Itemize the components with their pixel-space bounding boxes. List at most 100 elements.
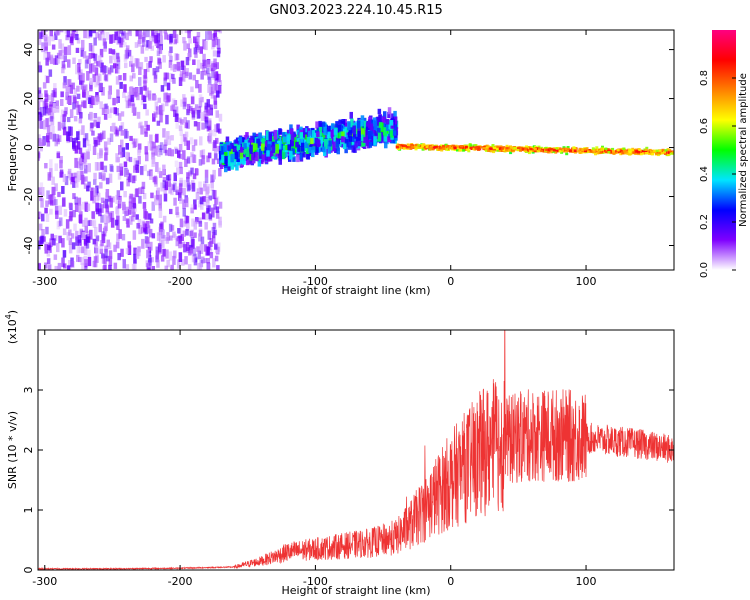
spectrogram-cell xyxy=(223,143,227,153)
spectrogram-cell xyxy=(152,141,156,149)
spectrogram-cell xyxy=(154,35,158,44)
spectrogram-cell xyxy=(200,197,204,205)
spectrogram-cell xyxy=(97,203,102,213)
spectrogram-cell xyxy=(72,181,76,188)
spectrogram-cell xyxy=(154,177,158,187)
spectrogram-cell xyxy=(139,62,144,70)
spectrogram-cell xyxy=(203,70,208,76)
spectrogram-cell xyxy=(46,76,50,84)
spectrogram-cell xyxy=(393,124,397,135)
spectrogram-cell xyxy=(149,241,153,251)
spectrogram-cell xyxy=(208,248,213,255)
spectrogram-cell xyxy=(440,144,444,147)
spectrogram-cell xyxy=(77,197,82,206)
spectrogram-cell xyxy=(241,137,246,143)
spectrogram-cell xyxy=(63,209,68,217)
colorbar-label: Normalized spectral amplitude xyxy=(738,73,749,227)
spectrogram-cell xyxy=(499,145,503,148)
spectrogram-cell xyxy=(44,244,48,254)
spectrogram-cell xyxy=(136,223,140,229)
spectrogram-cell xyxy=(217,73,221,83)
spectrogram-cell xyxy=(666,153,670,156)
snr-line xyxy=(38,330,674,570)
spectrogram-cell xyxy=(78,147,83,154)
spectrogram-cell xyxy=(196,246,200,252)
spectrogram-cell xyxy=(321,142,326,150)
spectrogram-cell xyxy=(103,75,108,81)
spectrogram-cell xyxy=(455,146,459,150)
spectrogram-cell xyxy=(245,135,250,141)
spectrogram-cell xyxy=(214,197,218,205)
spectrogram-cell xyxy=(558,147,562,150)
spectrogram-y-label: Frequency (Hz) xyxy=(6,109,19,192)
spectrogram-cell xyxy=(149,134,153,144)
spectrogram-cell xyxy=(131,263,136,270)
spectrogram-cell xyxy=(178,161,183,169)
spectrogram-cell xyxy=(83,30,87,39)
spectrogram-cell xyxy=(210,91,215,99)
spectrogram-cell xyxy=(178,117,182,123)
spectrogram-cell xyxy=(206,199,210,208)
spectrogram-cell xyxy=(126,45,130,53)
spectrogram-cell xyxy=(143,80,147,90)
spectrogram-cell xyxy=(127,98,132,108)
spectrogram-cell xyxy=(303,134,307,144)
spectrogram-cell xyxy=(44,90,48,98)
spectrogram-cell xyxy=(104,152,108,161)
spectrogram-cell xyxy=(122,73,127,81)
spectrogram-cell xyxy=(73,88,78,95)
spectrogram-cell xyxy=(79,69,83,77)
spectrogram-cell xyxy=(469,144,473,147)
spectrogram-cell xyxy=(105,189,110,198)
spectrogram-cell xyxy=(142,221,146,229)
spectrogram-cell xyxy=(71,176,75,182)
spectrogram-cell xyxy=(144,212,149,220)
spectrogram-cell xyxy=(125,151,129,159)
spectrogram-cell xyxy=(66,231,70,241)
spectrogram-cell xyxy=(86,71,90,81)
spectrogram-cell xyxy=(155,133,159,143)
spectrogram-cell xyxy=(144,120,148,128)
spectrogram-cell xyxy=(125,206,129,216)
spectrogram-cell xyxy=(116,66,120,74)
spectrogram-cell xyxy=(637,151,641,154)
spectrogram-cell xyxy=(216,50,221,58)
spectrogram-cell xyxy=(162,164,166,174)
spectrogram-cell xyxy=(79,163,84,171)
spectrogram-cell xyxy=(98,33,102,41)
spectrogram-cell xyxy=(595,146,599,149)
spectrogram-cell xyxy=(146,220,150,229)
spectrogram-cell xyxy=(296,130,300,136)
spectrogram-cell xyxy=(121,147,126,158)
spectrogram-cell xyxy=(74,30,79,36)
spectrogram-cell xyxy=(77,72,82,80)
spectrogram-cell xyxy=(108,265,112,270)
spectrogram-cell xyxy=(46,51,51,61)
spectrogram-cell xyxy=(62,120,66,130)
spectrogram-cell xyxy=(198,21,202,30)
spectrogram-cell xyxy=(200,236,205,245)
spectrogram-cell xyxy=(116,165,120,173)
spectrogram-cell xyxy=(252,132,256,141)
spectrogram-cell xyxy=(391,138,396,144)
spectrogram-cell xyxy=(637,152,641,156)
spectrogram-cell xyxy=(164,139,168,146)
spectrogram-cell xyxy=(437,148,441,151)
spectrogram-cell xyxy=(40,235,44,244)
spectrogram-cell xyxy=(210,174,214,183)
spectrogram-cell xyxy=(227,162,231,171)
spectrogram-cell xyxy=(213,95,217,105)
spectrogram-cell xyxy=(214,153,218,161)
spectrogram-cell xyxy=(76,37,81,44)
spectrogram-cell xyxy=(666,148,670,151)
spectrogram-cell xyxy=(442,147,446,151)
spectrogram-cell xyxy=(211,232,216,239)
spectrogram-cell xyxy=(166,259,170,268)
spectrogram-cell xyxy=(209,130,213,136)
spectrogram-cell xyxy=(138,30,142,40)
spectrogram-cell xyxy=(158,208,163,218)
spectrogram-cell xyxy=(118,75,122,81)
spectrogram-cell xyxy=(54,31,58,40)
spectrogram-cell xyxy=(162,55,166,63)
spectrogram-cell xyxy=(92,195,96,204)
